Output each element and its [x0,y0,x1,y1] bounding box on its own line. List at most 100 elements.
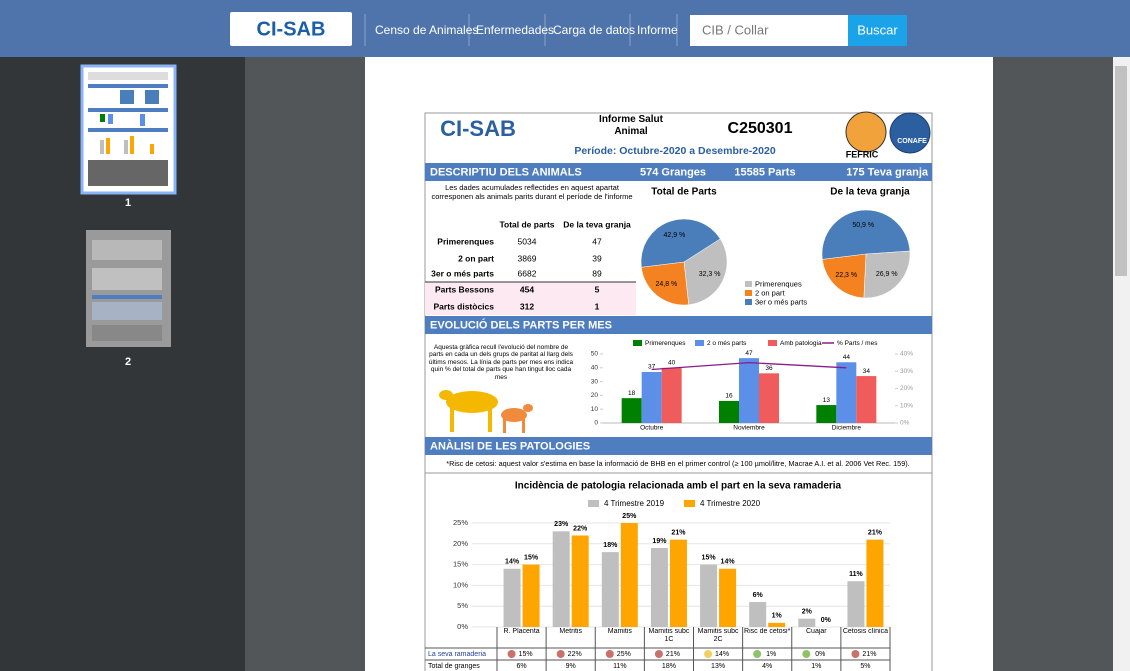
legend-label: % Parts / mes [837,340,878,347]
status-dot [606,650,614,658]
bar-label: 34 [863,368,871,375]
footnote: *Risc de cetosi: aquest valor s'estima e… [446,459,909,468]
screen: CI-SABCenso de AnimalesEnfermedadesCarga… [0,0,1130,671]
thumbnail-label: 2 [125,356,131,368]
legend-label: 3er o més parts [755,297,807,306]
status-dot [851,650,859,658]
bar-label: 2% [802,609,813,616]
chart-title: Total de Parts [651,187,717,198]
thumb-detail [88,128,168,132]
bar [553,531,570,627]
nav-link[interactable]: Censo de Animales [375,23,478,37]
bar-label: 14% [505,559,520,566]
category-label-box: Cetosis clínica [842,628,889,648]
partner-logo [846,112,886,152]
bar-label: 11% [849,571,863,578]
bar [662,368,682,423]
bar [759,373,779,423]
table-cell: 1 [595,301,600,311]
bar [768,623,785,627]
legend-label: Primerenques [755,279,802,288]
bar-label: 22% [573,525,588,532]
status-dot [655,650,663,658]
bar [602,552,619,627]
pie-label: 26,9 % [876,271,898,278]
report-code: C250301 [728,120,793,137]
bar-label: 15% [702,554,717,561]
table-cell: 11% [613,663,627,670]
category-label-box: Mamitis [596,628,643,648]
thumb-detail [92,325,162,341]
thumb-detail [120,90,134,104]
thumb-detail [88,160,168,186]
report-title-box: Informe Salut Animal [591,114,671,140]
section-title: ANÀLISI DE LES PATOLOGIES [430,439,590,452]
evolution-text-box: Aquesta gràfica recull l'evolució del no… [428,344,574,384]
bar-label: 1% [772,613,783,620]
bar [572,535,589,627]
bar-label: 21% [671,529,686,536]
legend-swatch [684,500,695,507]
legend-swatch [695,340,704,346]
y-tick-label: 20% [453,539,468,548]
table-cell: 4% [762,663,772,670]
table-cell: 21% [666,651,680,658]
report-period: Període: Octubre-2020 a Desembre-2020 [574,145,776,157]
legend-swatch [588,500,599,507]
bar [700,565,717,627]
calf-illustration [522,418,525,433]
thumb-detail [145,90,159,104]
pie-label: 32,3 % [699,271,721,278]
thumbnail-label: 1 [125,197,131,209]
category-label-box: Mamitis subc 1C [645,628,692,648]
y2-tick-label: 20% [900,385,913,392]
table-cell: 13% [711,663,725,670]
thumb-detail [92,240,162,260]
status-dot [704,650,712,658]
row-label: La seva ramaderia [428,651,486,658]
nav-link[interactable]: Enfermedades [476,23,554,37]
legend-swatch [768,340,777,346]
pie-label: 42,9 % [663,232,685,239]
y-tick-label: 40 [591,365,599,372]
y-tick-label: 15% [453,560,468,569]
table-cell: 14% [715,651,729,658]
bar-label: 19% [652,538,667,545]
legend-label: 2 on part [755,288,786,297]
bar-label: 40 [668,360,676,367]
table-cell: 18% [662,663,676,670]
partner-name: CONAFE [897,138,927,145]
row-label: Parts Bessons [435,284,494,294]
thumb-detail [88,84,168,88]
table-cell: 25% [617,651,631,658]
thumb-detail [92,268,162,290]
legend-swatch [745,290,752,296]
report-title: Informe Salut Animal [591,114,671,137]
scroll-thumb[interactable] [1115,66,1127,276]
status-dot [557,650,565,658]
y2-tick-label: 10% [900,402,913,409]
search-button-label[interactable]: Buscar [857,22,898,37]
row-label: 3er o més parts [431,268,494,278]
nav-link[interactable]: Informe [637,23,678,37]
table-cell: 1% [766,651,776,658]
bar [504,569,521,627]
category-label: Cetosis clínica [842,628,889,636]
y-tick-label: 10% [453,580,468,589]
table-cell: 39 [592,253,602,263]
thumb-detail [100,140,104,154]
row-label: Primerenques [437,236,494,246]
category-label: Mamitis [596,628,643,636]
table-header: Total de parts [499,219,554,229]
bar-label: 25% [622,513,637,520]
bar [739,358,759,423]
status-dot [802,650,810,658]
legend-swatch [745,281,752,287]
legend-label: Primerenques [645,340,686,347]
bar-label: 18 [628,390,636,397]
nav-link[interactable]: Carga de datos [553,23,635,37]
bar [816,405,836,423]
x-tick-label: Noviembre [733,425,765,432]
table-cell: 9% [566,663,576,670]
y-tick-label: 20 [591,392,599,399]
